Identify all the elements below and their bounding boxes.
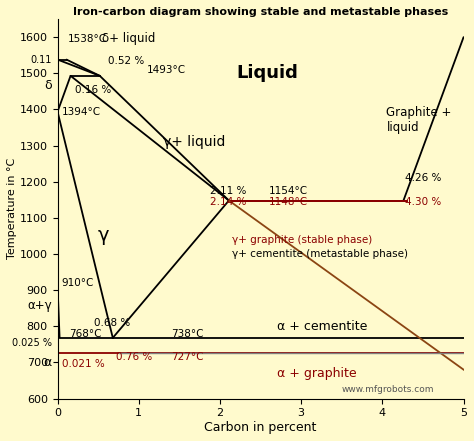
Text: δ+ liquid: δ+ liquid [102,33,155,45]
Text: 910°C: 910°C [62,278,94,288]
X-axis label: Carbon in percent: Carbon in percent [204,421,317,434]
Text: 1394°C: 1394°C [62,107,101,116]
Text: 1493°C: 1493°C [147,65,186,75]
Text: α + cementite: α + cementite [277,320,367,333]
Text: 738°C: 738°C [171,329,204,339]
Text: γ+ graphite (stable phase): γ+ graphite (stable phase) [232,235,373,245]
Text: 4.30 %: 4.30 % [405,197,441,207]
Text: γ: γ [98,226,109,246]
Text: 0.025 %: 0.025 % [12,337,52,348]
Text: Graphite +
liquid: Graphite + liquid [386,106,452,135]
Y-axis label: Temperature in °C: Temperature in °C [7,158,17,259]
Text: 1154°C: 1154°C [269,186,308,196]
Text: 0.11: 0.11 [30,55,52,64]
Text: γ+ cementite (metastable phase): γ+ cementite (metastable phase) [232,249,408,259]
Text: 2.14 %: 2.14 % [210,197,246,207]
Text: α: α [44,356,52,369]
Text: 0.76 %: 0.76 % [116,352,152,362]
Text: 768°C: 768°C [69,329,101,339]
Text: 1538°C: 1538°C [68,34,107,44]
Title: Iron-carbon diagram showing stable and metastable phases: Iron-carbon diagram showing stable and m… [73,7,448,17]
Text: 4.26 %: 4.26 % [405,173,441,183]
Text: 2.11 %: 2.11 % [210,186,246,196]
Text: 1148°C: 1148°C [269,197,308,207]
Text: α + graphite: α + graphite [277,367,356,380]
Text: 0.52 %: 0.52 % [108,56,144,66]
Text: 0.68 %: 0.68 % [94,318,130,328]
Text: γ+ liquid: γ+ liquid [163,135,226,149]
Text: 0.021 %: 0.021 % [62,359,104,369]
Text: δ: δ [44,79,52,92]
Text: www.mfgrobots.com: www.mfgrobots.com [342,385,434,394]
Text: 727°C: 727°C [171,352,204,362]
Text: α+γ: α+γ [27,299,52,312]
Text: Liquid: Liquid [236,64,298,82]
Text: 0.16 %: 0.16 % [75,85,112,94]
